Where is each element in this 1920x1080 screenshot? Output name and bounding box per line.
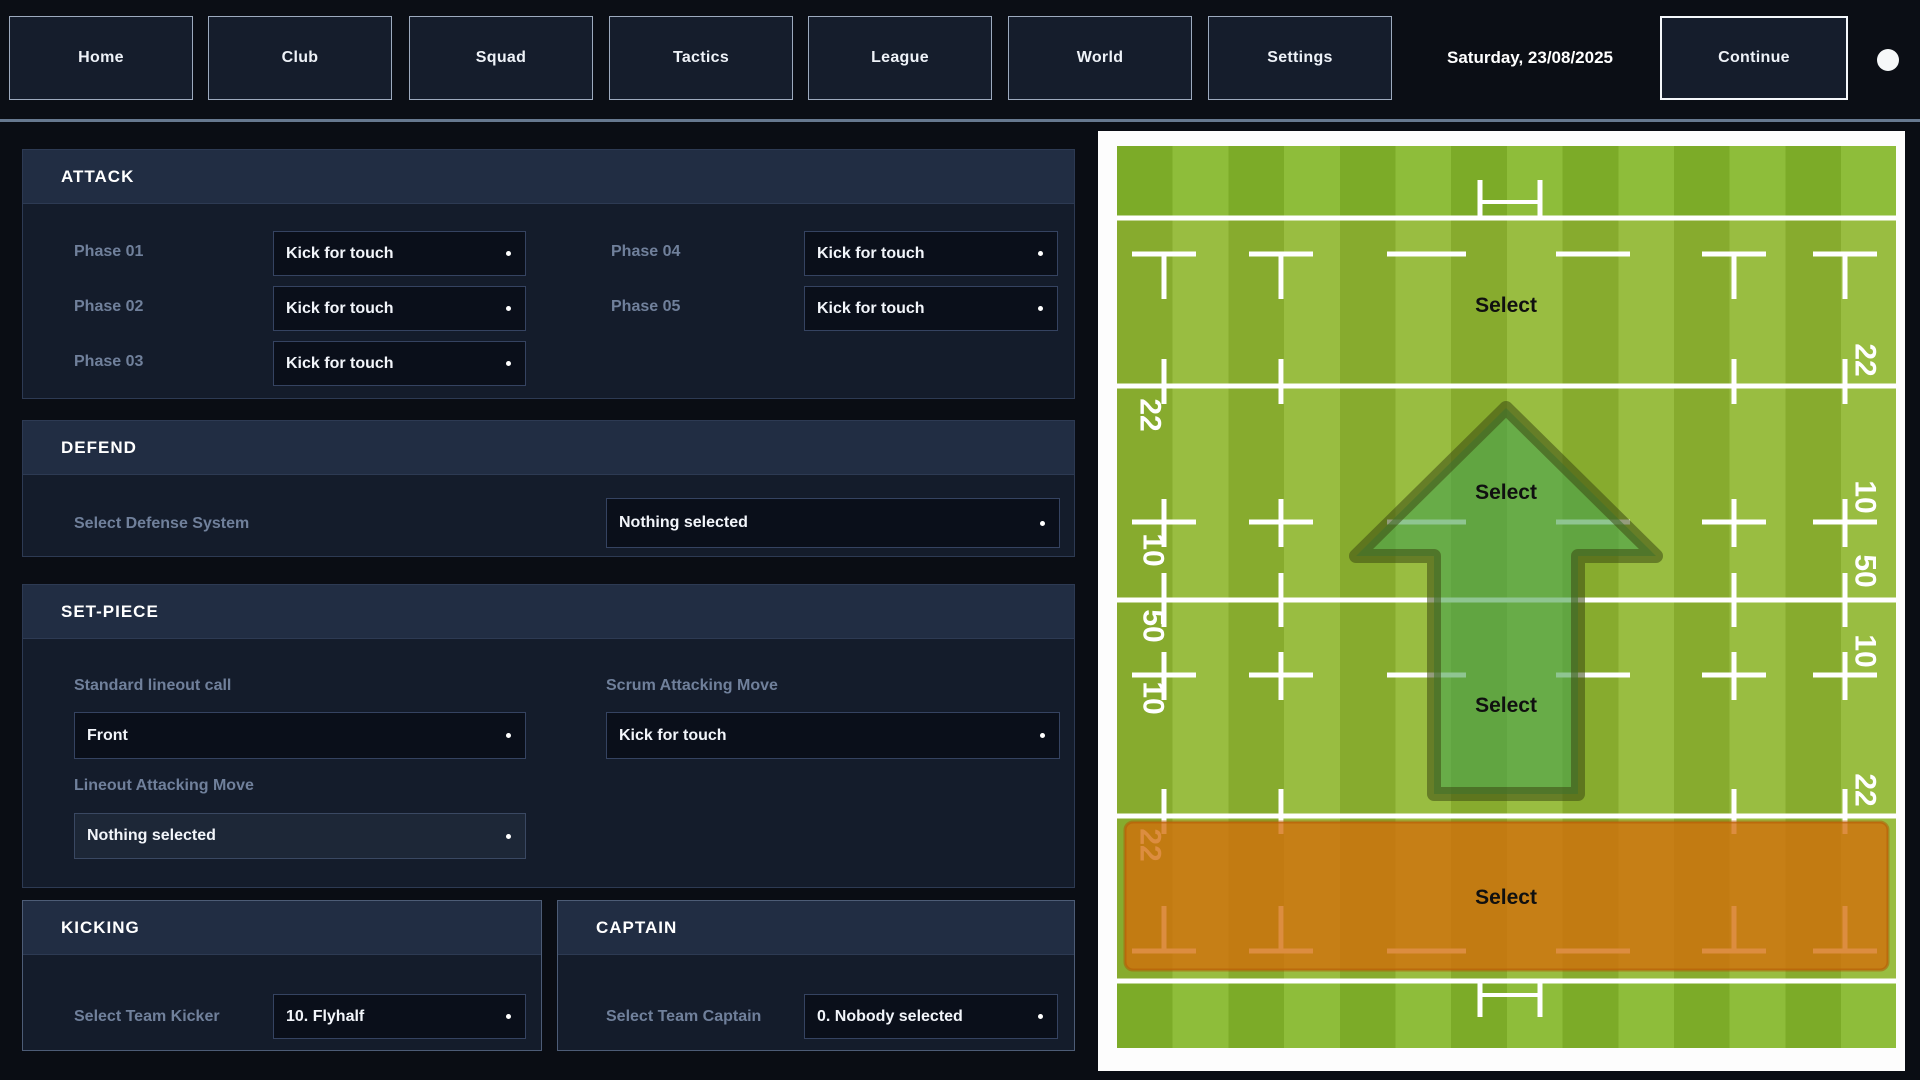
line-labels-right: 22 10 50 10 22: [1849, 343, 1882, 806]
in-goal-area-bottom: [1117, 981, 1896, 1048]
lineout-move-label: Lineout Attacking Move: [74, 777, 254, 794]
dropdown-indicator-icon: [1038, 1014, 1043, 1019]
phase-04-dropdown[interactable]: Kick for touch: [804, 231, 1058, 276]
svg-text:10: 10: [1137, 533, 1170, 566]
dropdown-indicator-icon: [1040, 733, 1045, 738]
dropdown-indicator-icon: [506, 733, 511, 738]
nav-button-tactics[interactable]: Tactics: [609, 16, 793, 100]
nav-button-club[interactable]: Club: [208, 16, 392, 100]
svg-text:22: 22: [1849, 773, 1882, 806]
phase-03-value: Kick for touch: [286, 354, 394, 372]
team-kicker-value: 10. Flyhalf: [286, 1007, 365, 1025]
kicking-title: KICKING: [61, 917, 140, 937]
dropdown-indicator-icon: [1038, 251, 1043, 256]
defense-system-value: Nothing selected: [619, 514, 748, 531]
phase-02-dropdown[interactable]: Kick for touch: [273, 286, 526, 331]
lineout-call-label: Standard lineout call: [74, 677, 232, 694]
nav-button-home[interactable]: Home: [9, 16, 193, 100]
defend-panel: DEFEND Select Defense System Nothing sel…: [22, 420, 1075, 557]
phase-01-label: Phase 01: [74, 243, 144, 260]
pitch-markings: 22 22 10 50 10 22 10 50 10 22 Select: [1117, 180, 1896, 1017]
kicking-header: KICKING: [23, 901, 541, 955]
lineout-call-dropdown[interactable]: Front: [74, 712, 526, 759]
nav-button-world[interactable]: World: [1008, 16, 1192, 100]
nav-button-squad[interactable]: Squad: [409, 16, 593, 100]
ticks-halfway: [1161, 573, 1848, 627]
phase-05-dropdown[interactable]: Kick for touch: [804, 286, 1058, 331]
attack-header: ATTACK: [23, 150, 1074, 204]
rugby-pitch: 22 22 10 50 10 22 10 50 10 22 Select: [1117, 146, 1896, 1048]
dropdown-indicator-icon: [1040, 520, 1045, 526]
svg-text:10: 10: [1137, 681, 1170, 714]
set-piece-title: SET-PIECE: [61, 601, 159, 621]
select-zone-22-top[interactable]: Select: [1475, 294, 1537, 317]
attack-panel: ATTACK Phase 01 Kick for touch Phase 02 …: [22, 149, 1075, 399]
team-kicker-label: Select Team Kicker: [74, 1008, 220, 1025]
attack-title: ATTACK: [61, 166, 135, 186]
attack-direction-arrow: [1349, 401, 1663, 801]
team-captain-dropdown[interactable]: 0. Nobody selected: [804, 994, 1058, 1039]
svg-text:22: 22: [1134, 398, 1167, 431]
nav-button-settings[interactable]: Settings: [1208, 16, 1392, 100]
hash-marks-22-top: [1132, 251, 1877, 299]
phase-02-value: Kick for touch: [286, 299, 394, 317]
captain-panel: CAPTAIN Select Team Captain 0. Nobody se…: [557, 900, 1075, 1051]
in-goal-area-top: [1117, 146, 1896, 218]
svg-text:22: 22: [1849, 343, 1882, 376]
line-labels-left: 22 10 50 10: [1134, 398, 1170, 714]
defense-system-dropdown[interactable]: Nothing selected: [606, 498, 1060, 548]
dropdown-indicator-icon: [506, 306, 511, 311]
set-piece-header: SET-PIECE: [23, 585, 1074, 639]
goal-posts-top: [1477, 180, 1543, 216]
kick-target-field-panel: 22 22 10 50 10 22 10 50 10 22 Select: [1098, 131, 1905, 1071]
team-kicker-dropdown[interactable]: 10. Flyhalf: [273, 994, 526, 1039]
captain-header: CAPTAIN: [558, 901, 1074, 955]
scrum-move-value: Kick for touch: [619, 726, 727, 744]
status-dot-icon: [1877, 49, 1899, 71]
dropdown-indicator-icon: [506, 1014, 511, 1019]
phase-03-dropdown[interactable]: Kick for touch: [273, 341, 526, 386]
continue-button[interactable]: Continue: [1660, 16, 1848, 100]
select-zone-own-22[interactable]: Select: [1475, 886, 1537, 909]
phase-03-label: Phase 03: [74, 353, 144, 370]
select-zone-arrow-shaft[interactable]: Select: [1475, 694, 1537, 717]
svg-text:10: 10: [1849, 480, 1882, 513]
phase-04-label: Phase 04: [611, 243, 681, 260]
scrum-move-dropdown[interactable]: Kick for touch: [606, 712, 1060, 759]
phase-01-value: Kick for touch: [286, 244, 394, 262]
kicking-panel: KICKING Select Team Kicker 10. Flyhalf: [22, 900, 542, 1051]
defense-system-label: Select Defense System: [74, 515, 250, 532]
dropdown-indicator-icon: [1038, 306, 1043, 311]
lineout-move-dropdown[interactable]: Nothing selected: [74, 813, 526, 859]
dropdown-indicator-icon: [506, 251, 511, 256]
dropdown-indicator-icon: [506, 833, 511, 839]
defend-header: DEFEND: [23, 421, 1074, 475]
ticks-22m-top: [1161, 359, 1848, 404]
team-captain-label: Select Team Captain: [606, 1008, 762, 1025]
nav-button-league[interactable]: League: [808, 16, 992, 100]
defend-title: DEFEND: [61, 437, 137, 457]
svg-text:50: 50: [1137, 609, 1170, 642]
lineout-call-value: Front: [87, 726, 128, 744]
phase-04-value: Kick for touch: [817, 244, 925, 262]
phase-01-dropdown[interactable]: Kick for touch: [273, 231, 526, 276]
svg-text:50: 50: [1849, 554, 1882, 587]
dropdown-indicator-icon: [506, 361, 511, 366]
phase-05-value: Kick for touch: [817, 299, 925, 317]
game-date: Saturday, 23/08/2025: [1446, 48, 1613, 67]
scrum-move-label: Scrum Attacking Move: [606, 677, 778, 694]
goal-posts-bottom: [1477, 983, 1543, 1017]
team-captain-value: 0. Nobody selected: [817, 1007, 963, 1025]
phase-05-label: Phase 05: [611, 298, 681, 315]
set-piece-panel: SET-PIECE Standard lineout call Front Sc…: [22, 584, 1075, 888]
svg-text:10: 10: [1849, 634, 1882, 667]
select-zone-arrow-head[interactable]: Select: [1475, 481, 1537, 504]
top-nav-bar: Home Club Squad Tactics League World Set…: [0, 0, 1920, 122]
lineout-move-value: Nothing selected: [87, 827, 216, 844]
phase-02-label: Phase 02: [74, 298, 144, 315]
kick-zone-own-22-overlay[interactable]: [1123, 820, 1890, 972]
ten-metre-line-lower: [1132, 652, 1877, 700]
captain-title: CAPTAIN: [596, 917, 678, 937]
